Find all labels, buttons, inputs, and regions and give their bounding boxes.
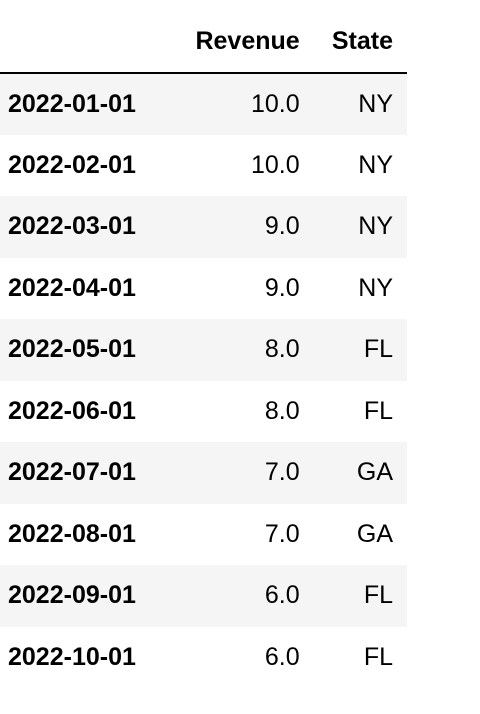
row-index: 2022-09-01 (8, 581, 136, 610)
row-index: 2022-08-01 (8, 519, 136, 548)
table-row: 2022-10-01 6.0 FL (0, 626, 407, 688)
dataframe-table: Revenue State 2022-01-01 10.0 NY 2022-02… (0, 10, 407, 688)
table-row: 2022-08-01 7.0 GA (0, 503, 407, 565)
cell-state: GA (356, 458, 393, 487)
row-index: 2022-06-01 (8, 396, 136, 425)
cell-state: NY (358, 89, 393, 118)
cell-revenue: 10.0 (251, 89, 300, 118)
cell-state: GA (356, 519, 393, 548)
cell-state: FL (363, 642, 393, 671)
row-index: 2022-02-01 (8, 150, 136, 179)
table-row: 2022-09-01 6.0 FL (0, 565, 407, 627)
table-row: 2022-01-01 10.0 NY (0, 73, 407, 135)
row-index: 2022-04-01 (8, 273, 136, 302)
index-header (0, 10, 172, 74)
table-row: 2022-06-01 8.0 FL (0, 380, 407, 442)
cell-state: NY (358, 150, 393, 179)
table-body: 2022-01-01 10.0 NY 2022-02-01 10.0 NY 20… (0, 73, 407, 688)
table-row: 2022-05-01 8.0 FL (0, 319, 407, 381)
cell-state: NY (358, 212, 393, 241)
table-row: 2022-02-01 10.0 NY (0, 134, 407, 196)
cell-revenue: 8.0 (264, 335, 300, 364)
cell-revenue: 10.0 (251, 150, 300, 179)
cell-state: FL (363, 581, 393, 610)
cell-revenue: 9.0 (264, 273, 300, 302)
column-header-state: State (313, 10, 407, 74)
cell-state: FL (363, 335, 393, 364)
row-index: 2022-07-01 (8, 458, 136, 487)
cell-state: NY (358, 273, 393, 302)
header-row: Revenue State (0, 10, 407, 74)
cell-revenue: 7.0 (264, 458, 300, 487)
row-index: 2022-05-01 (8, 335, 136, 364)
cell-state: FL (363, 396, 393, 425)
table-header: Revenue State (0, 10, 407, 74)
cell-revenue: 8.0 (264, 396, 300, 425)
cell-revenue: 7.0 (264, 519, 300, 548)
cell-revenue: 6.0 (264, 581, 300, 610)
table-row: 2022-04-01 9.0 NY (0, 257, 407, 319)
row-index: 2022-03-01 (8, 212, 136, 241)
cell-revenue: 9.0 (264, 212, 300, 241)
row-index: 2022-01-01 (8, 89, 136, 118)
cell-revenue: 6.0 (264, 642, 300, 671)
table-row: 2022-07-01 7.0 GA (0, 442, 407, 504)
row-index: 2022-10-01 (8, 642, 136, 671)
column-header-revenue: Revenue (172, 10, 314, 74)
table-row: 2022-03-01 9.0 NY (0, 196, 407, 258)
